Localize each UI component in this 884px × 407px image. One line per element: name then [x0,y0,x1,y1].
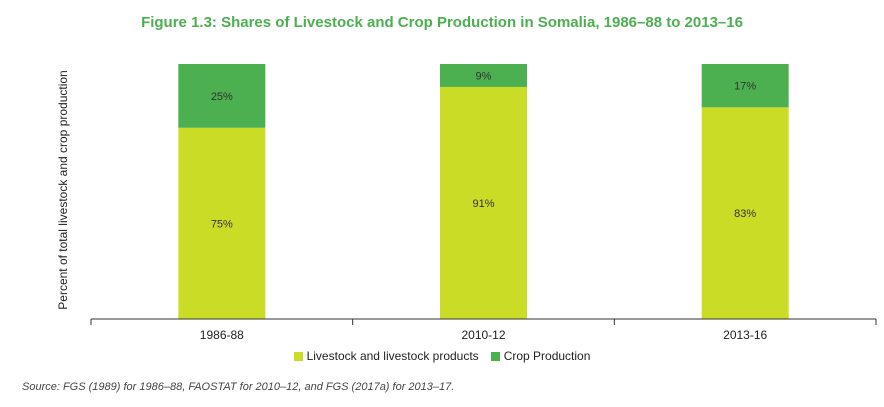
chart-title: Figure 1.3: Shares of Livestock and Crop… [141,14,743,31]
data-label-livestock-1986-88: 75% [211,218,233,230]
data-label-livestock-2010-12: 91% [472,198,494,210]
legend-item-livestock: Livestock and livestock products [293,349,479,363]
legend-label-livestock: Livestock and livestock products [306,349,479,363]
bar-livestock-2010-12 [440,86,527,319]
bar-livestock-1986-88 [178,127,266,319]
data-label-crop-1986-88: 25% [211,91,233,103]
legend-label-crop: Crop Production [503,349,591,363]
legend: Livestock and livestock products Crop Pr… [0,349,884,363]
data-label-crop-2010-12: 9% [476,70,492,82]
legend-swatch-livestock [293,351,303,361]
data-label-livestock-2013-16: 83% [734,208,756,220]
bar-crop-1986-88 [178,64,266,128]
bar-livestock-2013-16 [701,107,789,319]
bar-crop-2010-12 [440,64,527,87]
x-tick-label-2010-12: 2010-12 [461,328,505,342]
bar-crop-2013-16 [701,64,789,108]
x-tick-label-1986-88: 1986-88 [200,328,244,342]
legend-swatch-crop [490,351,500,361]
legend-item-crop: Crop Production [490,349,591,363]
x-tick-label-2013-16: 2013-16 [723,328,767,342]
data-label-crop-2013-16: 17% [734,81,756,93]
source-note: Source: FGS (1989) for 1986–88, FAOSTAT … [22,381,455,393]
